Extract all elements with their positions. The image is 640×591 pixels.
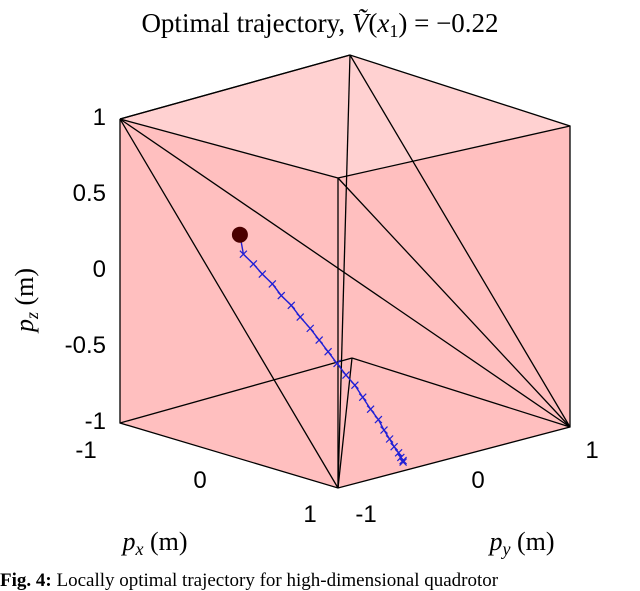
trajectory-point: [358, 393, 367, 402]
trajectory-point: [268, 279, 277, 288]
y-axis-label: py (m): [487, 527, 554, 559]
trajectory-point: [306, 324, 315, 333]
start-marker: [231, 226, 248, 243]
trajectory-point: [366, 405, 375, 414]
diagonal-1: [119, 118, 339, 489]
figure-caption: Fig. 4: Locally optimal trajectory for h…: [0, 570, 640, 591]
cube-face-right: [338, 126, 570, 488]
y-tick-label: 0: [471, 467, 484, 494]
z-tick-label: 1: [93, 104, 106, 131]
trajectory-point: [324, 347, 333, 356]
trajectory-point: [385, 435, 394, 443]
hidden-edge-1: [119, 357, 353, 424]
cube-edge-front-top-right: [337, 125, 571, 179]
cube-face-top: [120, 55, 570, 178]
trajectory-point: [333, 359, 341, 368]
cube-edge-front-top-left: [119, 118, 339, 179]
y-tick-label: 1: [585, 437, 598, 464]
trajectory-point: [399, 458, 408, 466]
trajectory-point: [342, 371, 350, 379]
trajectory-chart: Optimal trajectory, Ṽ(x1) = −0.22 -1 -0.5…: [10, 8, 599, 559]
trajectory-point: [380, 426, 388, 434]
trajectory-point: [394, 448, 403, 457]
caption-text: Locally optimal trajectory for high-dime…: [56, 570, 499, 591]
trajectory-series: [239, 234, 408, 466]
hidden-edge-2: [351, 357, 571, 428]
y-tick-label: -1: [355, 501, 376, 528]
trajectory-point: [249, 260, 258, 268]
trajectory-point: [374, 415, 383, 424]
z-tick-label: -0.5: [65, 332, 106, 359]
chart-title: Optimal trajectory, Ṽ(x1) = −0.22: [141, 8, 498, 41]
trajectory-point: [287, 301, 296, 310]
trajectory-point: [296, 313, 305, 321]
x-tick-label: 1: [303, 501, 316, 528]
trajectory-point: [239, 250, 248, 259]
z-axis-label: pz (m): [10, 268, 42, 334]
diagonal-6: [337, 177, 571, 428]
trajectory-point: [277, 291, 286, 300]
trajectory-point: [390, 442, 399, 451]
diagonal-5: [119, 118, 571, 428]
trajectory-point: [399, 456, 408, 465]
caption-label: Fig. 4:: [0, 570, 52, 591]
x-axis-label: px (m): [120, 527, 187, 559]
z-tick-label: 0.5: [73, 180, 106, 207]
diagonal-2: [119, 54, 351, 120]
z-tick-label: -1: [85, 408, 106, 435]
zlabel-group: pz (m): [10, 268, 42, 334]
diagonal-4: [349, 54, 571, 428]
trajectory-point: [350, 381, 359, 390]
x-tick-label: 0: [193, 467, 206, 494]
x-tick-label: -1: [75, 437, 96, 464]
tick-labels: -1 -0.5 0 0.5 1 -1 0 1 -1 0 1: [65, 104, 599, 528]
cube-edges: [119, 54, 571, 489]
z-tick-label: 0: [93, 256, 106, 283]
trajectory-point: [315, 336, 324, 344]
trajectory-point: [258, 270, 267, 279]
diagonal-3: [337, 54, 351, 489]
